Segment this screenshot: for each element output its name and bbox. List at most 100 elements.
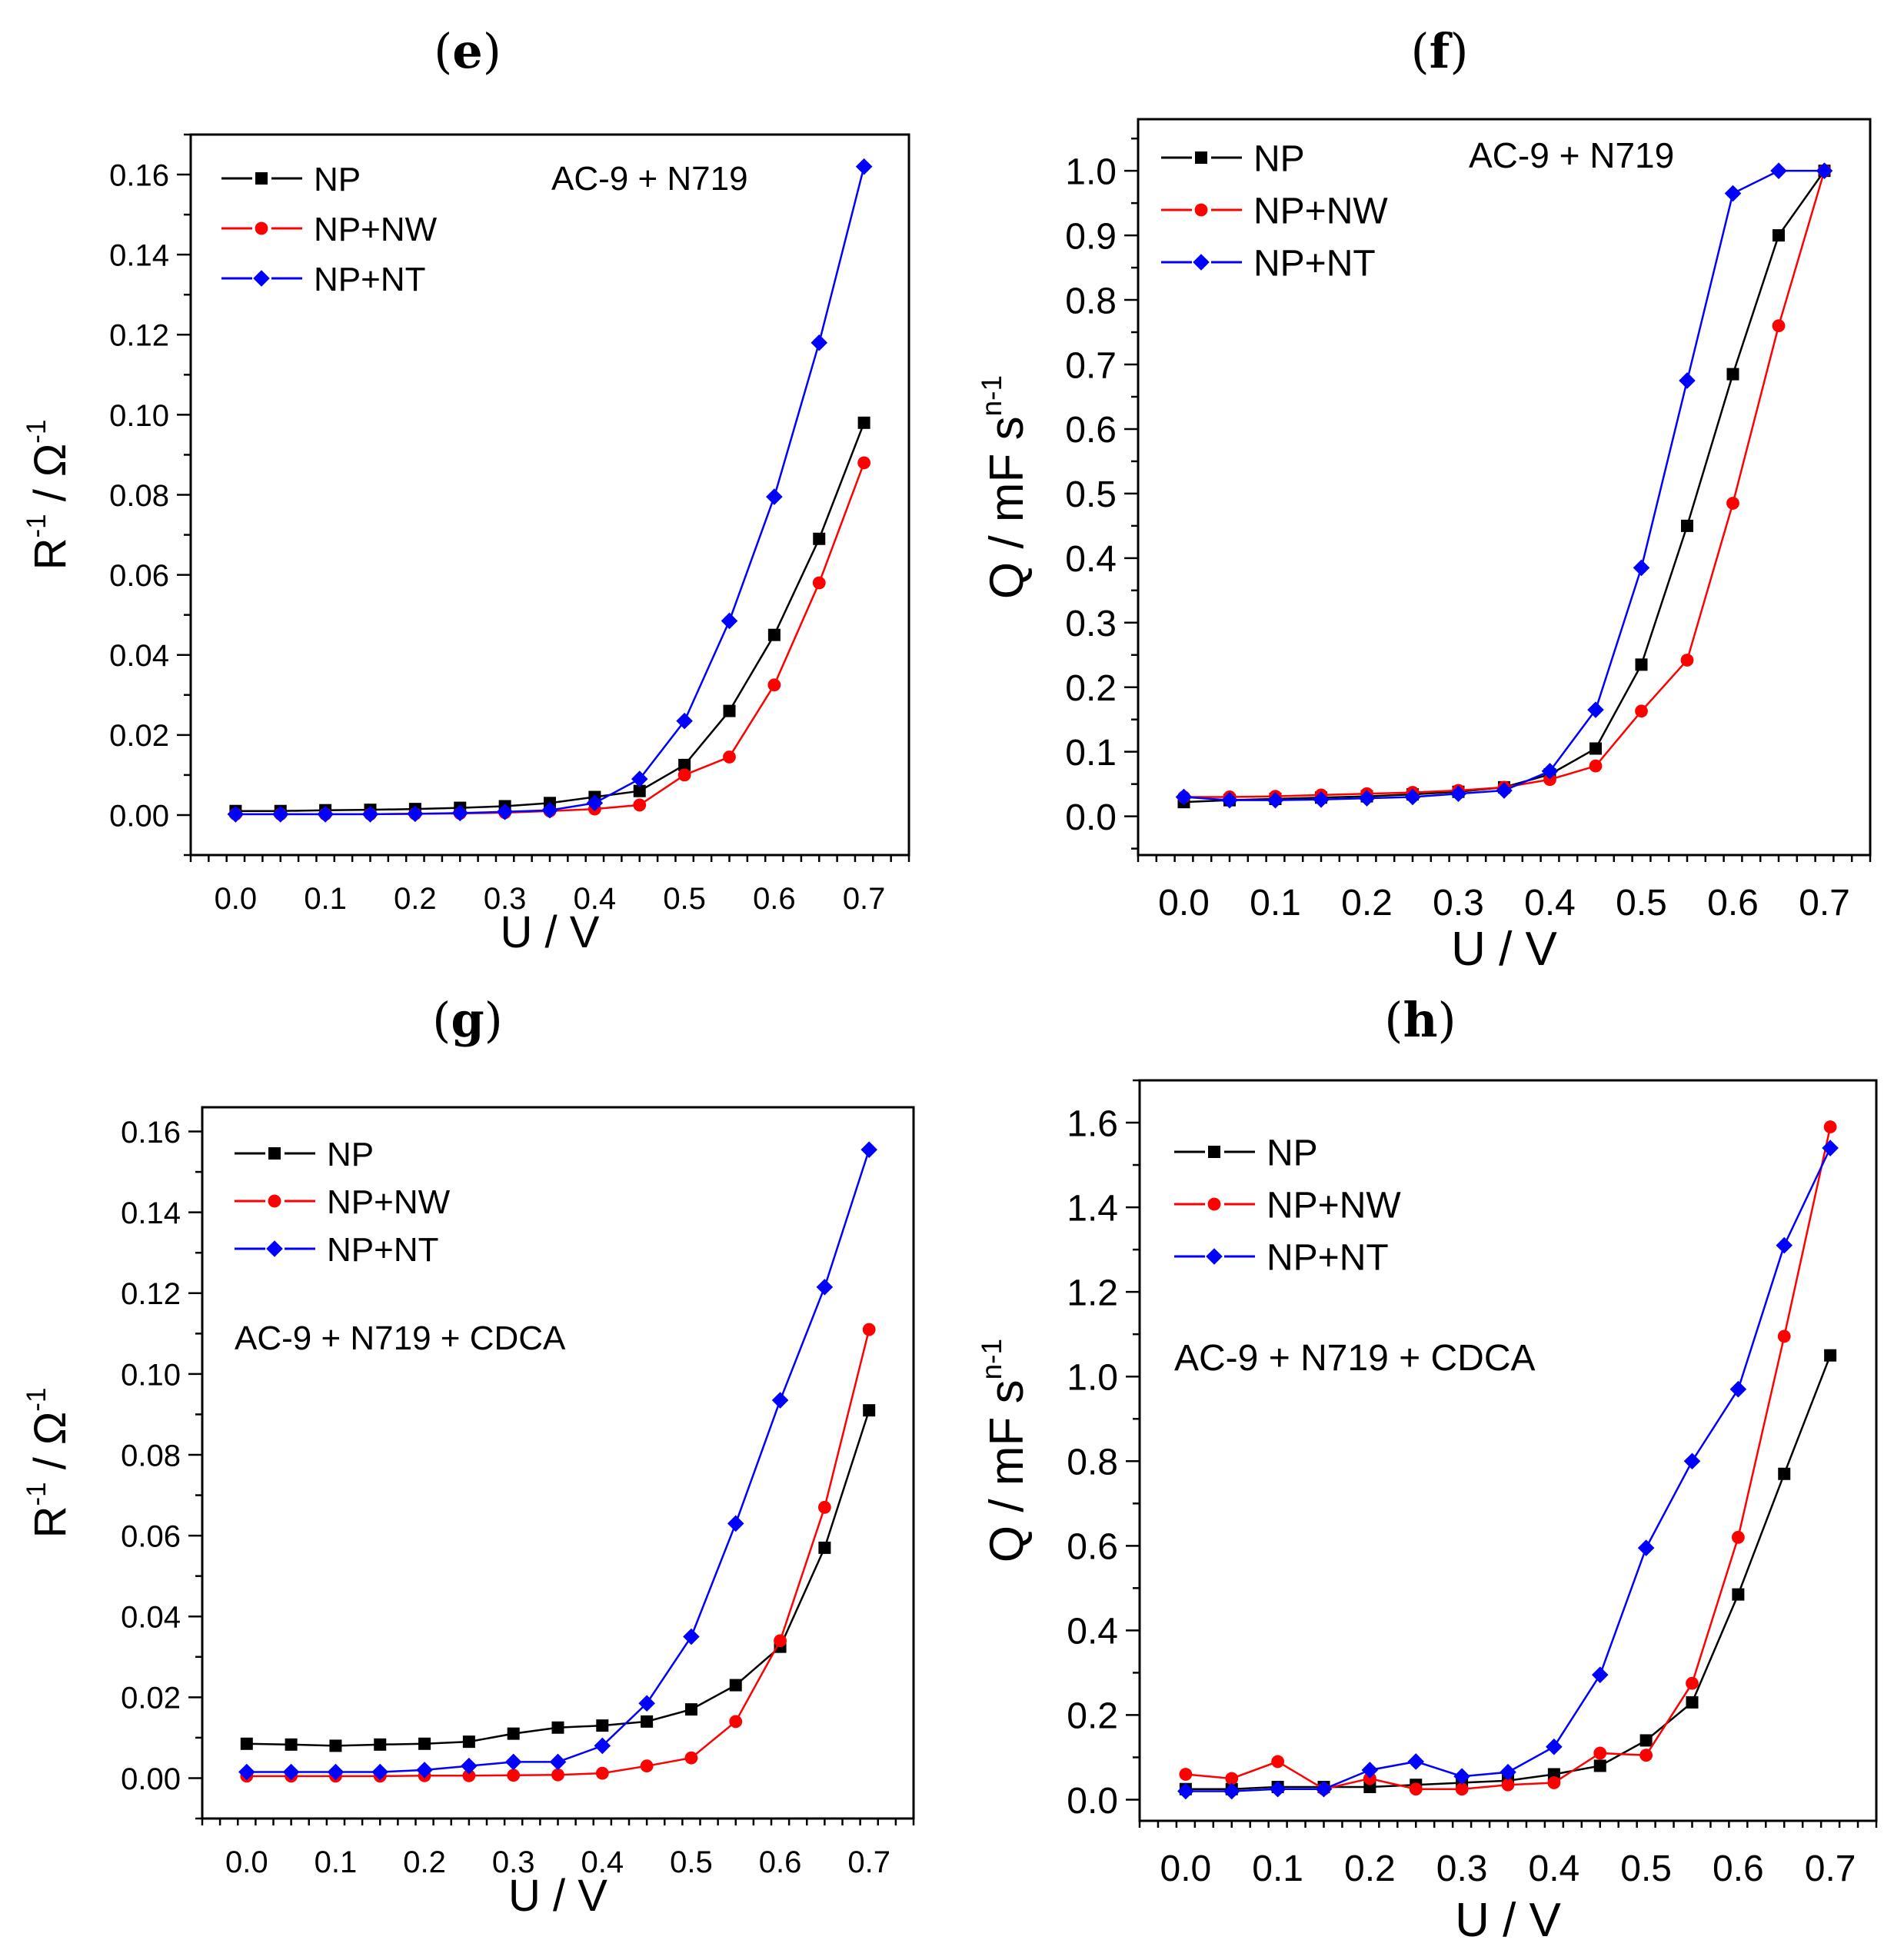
data-point — [374, 1738, 387, 1751]
x-tick-label: 0.0 — [225, 1845, 268, 1879]
y-tick-label: 0.04 — [109, 639, 169, 673]
y-tick-label: 0.02 — [109, 719, 169, 753]
data-point — [855, 158, 873, 175]
y-axis-label-part: Q / mF s — [980, 416, 1034, 599]
data-point — [1683, 1453, 1701, 1470]
x-tick-label: 0.1 — [315, 1845, 358, 1879]
y-axis-label-superscript: -1 — [22, 514, 52, 537]
series-line-np-nw — [1185, 1126, 1832, 1791]
data-point — [633, 798, 647, 812]
y-tick-label: 0.12 — [121, 1277, 181, 1311]
data-point — [451, 804, 469, 822]
data-point — [361, 806, 379, 823]
data-point — [418, 1737, 431, 1750]
data-point — [811, 334, 828, 351]
x-tick-label: 0.2 — [403, 1845, 446, 1879]
y-tick-label: 1.6 — [1067, 1103, 1118, 1144]
data-point — [407, 805, 424, 823]
y-tick-label: 1.0 — [1065, 151, 1117, 192]
x-tick-label: 0.7 — [1799, 883, 1850, 923]
y-tick-label: 0.7 — [1065, 345, 1117, 386]
data-point — [1453, 1768, 1470, 1785]
data-point — [1589, 742, 1602, 755]
y-tick-label: 0.0 — [1067, 1781, 1118, 1822]
x-tick-label: 0.6 — [759, 1845, 802, 1879]
data-point — [1593, 1759, 1606, 1772]
data-point — [1686, 1676, 1699, 1690]
y-axis-label: R-1 / Ω-1 — [22, 1388, 75, 1539]
data-point — [496, 803, 514, 820]
plot-frame — [189, 133, 910, 857]
x-tick-label: 0.7 — [847, 1845, 890, 1879]
data-point — [238, 1763, 255, 1781]
y-tick-label: 0.8 — [1065, 281, 1117, 321]
data-point — [863, 1404, 876, 1417]
plot-frame — [1137, 118, 1872, 857]
data-point — [641, 1715, 654, 1728]
data-point — [1179, 1768, 1193, 1781]
y-axis-label-part: R — [25, 538, 75, 571]
legend-label: NP — [1267, 1133, 1318, 1173]
data-point — [1724, 185, 1742, 202]
y-axis-label-part: R — [25, 1506, 75, 1539]
y-tick-label: 0.12 — [109, 319, 169, 353]
y-tick-label: 0.6 — [1067, 1527, 1118, 1568]
x-tick-label: 0.5 — [670, 1845, 713, 1879]
legend-marker — [1208, 1146, 1220, 1158]
chart-panel-h: 0.0 0.1 0.2 0.3 0.4 0.5 0.6 0.7 0.0 0.2 0.4 0.6 0.8 1… — [976, 1079, 1878, 1947]
x-tick-label: 0.0 — [215, 882, 258, 916]
x-tick-label: 0.3 — [1433, 883, 1484, 923]
y-tick-label: 0.5 — [1065, 474, 1117, 515]
data-point — [371, 1763, 389, 1781]
x-tick-label: 0.7 — [1805, 1849, 1856, 1889]
y-axis-label-superscript: -1 — [22, 420, 52, 444]
legend-label: NP+NW — [1253, 191, 1388, 231]
data-point — [723, 704, 736, 717]
data-point — [816, 1279, 834, 1296]
panel-label-h: (h) — [1384, 992, 1456, 1048]
legend-marker — [253, 270, 270, 287]
data-point — [860, 1141, 877, 1158]
series-line-np — [246, 1409, 870, 1747]
x-tick-label: 0.4 — [1524, 883, 1576, 923]
plot-frame — [1138, 1079, 1878, 1822]
x-tick-label: 0.0 — [1158, 883, 1210, 923]
data-point — [767, 628, 781, 641]
panel-annotation: AC-9 + N719 + CDCA — [1174, 1338, 1536, 1379]
series-line-np — [1185, 1355, 1832, 1790]
data-point — [1404, 788, 1421, 806]
data-point — [240, 1737, 253, 1750]
data-point — [1358, 790, 1376, 807]
y-axis-label-part: / Ω — [25, 1412, 75, 1482]
y-tick-label: 1.4 — [1067, 1188, 1118, 1229]
data-point — [1637, 1539, 1655, 1556]
y-axis-label-part: / Ω — [25, 444, 75, 514]
y-tick-label: 0.14 — [121, 1196, 181, 1230]
x-axis-label: U / V — [501, 907, 600, 957]
plot-frame — [201, 1106, 915, 1820]
data-point — [1731, 1530, 1745, 1544]
chart-panel-f: 0.0 0.1 0.2 0.3 0.4 0.5 0.6 0.7 0.0 0.1 0.2 0.3 0.4 0… — [976, 118, 1872, 976]
data-point — [676, 712, 693, 730]
data-point — [596, 1719, 609, 1732]
data-point — [462, 1735, 475, 1749]
y-tick-label: 0.06 — [109, 559, 169, 593]
data-point — [1313, 791, 1330, 808]
legend-marker — [1193, 254, 1210, 271]
data-point — [227, 806, 245, 823]
panel-annotation: AC-9 + N719 + CDCA — [235, 1319, 566, 1357]
legend-marker — [266, 1240, 283, 1257]
legend-marker — [255, 172, 268, 185]
x-tick-label: 0.3 — [484, 882, 527, 916]
data-point — [1455, 1782, 1469, 1796]
data-point — [282, 1763, 300, 1781]
y-tick-label: 0.1 — [1065, 733, 1117, 774]
data-point — [812, 576, 826, 590]
x-tick-label: 0.7 — [843, 882, 886, 916]
data-point — [813, 532, 826, 545]
data-point — [1175, 788, 1193, 806]
data-point — [640, 1759, 654, 1773]
y-tick-label: 1.2 — [1067, 1273, 1118, 1313]
data-point — [1639, 1734, 1653, 1747]
data-point — [327, 1763, 345, 1781]
